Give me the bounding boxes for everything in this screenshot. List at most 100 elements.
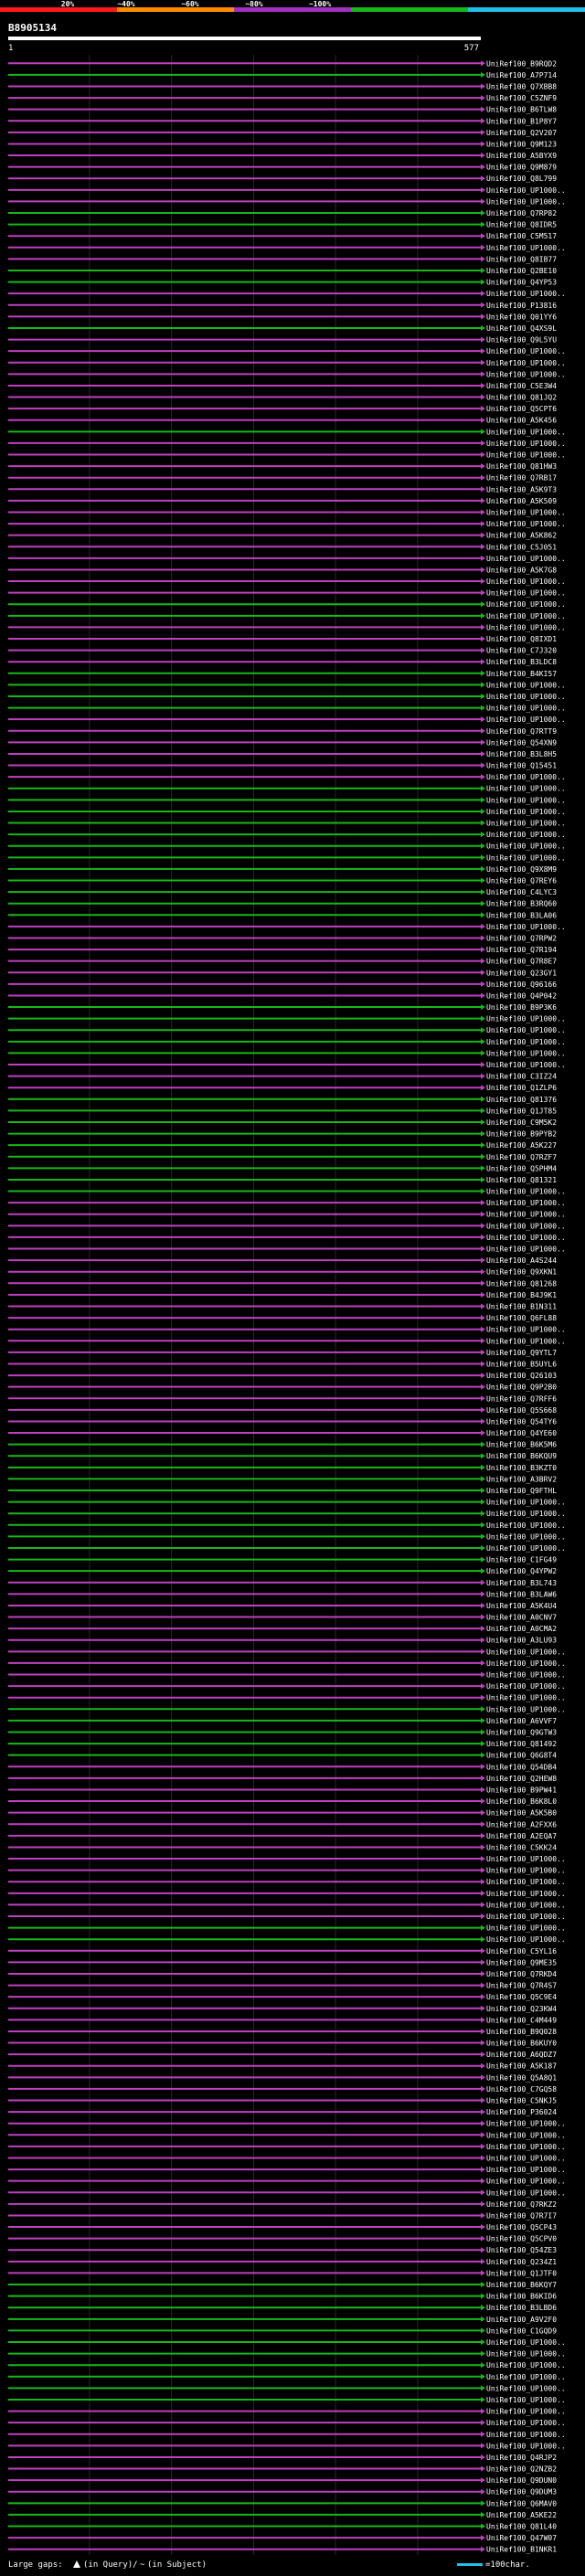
hit-row[interactable]: UniRef100_B3LA06 bbox=[8, 911, 557, 919]
hit-label[interactable]: UniRef100_UP1000.. bbox=[486, 2189, 566, 2197]
hit-row[interactable]: UniRef100_Q9M879 bbox=[8, 164, 557, 172]
hit-row[interactable]: UniRef100_Q23KW4 bbox=[8, 2005, 557, 2013]
hit-row[interactable]: UniRef100_UP1000.. bbox=[8, 2373, 566, 2381]
hit-label[interactable]: UniRef100_A2FXX6 bbox=[486, 1820, 557, 1829]
hit-row[interactable]: UniRef100_UP1000.. bbox=[8, 1544, 566, 1553]
hit-label[interactable]: UniRef100_B9PYB2 bbox=[486, 1130, 557, 1139]
hit-row[interactable]: UniRef100_UP1000.. bbox=[8, 428, 566, 436]
hit-label[interactable]: UniRef100_UP1000.. bbox=[486, 359, 566, 367]
hit-label[interactable]: UniRef100_Q7R7I7 bbox=[486, 2211, 557, 2220]
hit-row[interactable]: UniRef100_UP1000.. bbox=[8, 1326, 566, 1334]
hit-label[interactable]: UniRef100_UP1000.. bbox=[486, 428, 566, 436]
hit-label[interactable]: UniRef100_Q4P042 bbox=[486, 991, 557, 1000]
hit-row[interactable]: UniRef100_Q81HW3 bbox=[8, 462, 557, 471]
hit-label[interactable]: UniRef100_A3BRV2 bbox=[486, 1475, 557, 1483]
hit-row[interactable]: UniRef100_UP1000.. bbox=[8, 1337, 566, 1345]
hit-label[interactable]: UniRef100_Q7R8E7 bbox=[486, 958, 557, 966]
hit-label[interactable]: UniRef100_C5NKJ5 bbox=[486, 2097, 557, 2105]
hit-row[interactable]: UniRef100_B6K5M6 bbox=[8, 1441, 557, 1449]
hit-row[interactable]: UniRef100_A2FXX6 bbox=[8, 1820, 557, 1829]
hit-row[interactable]: UniRef100_UP1000.. bbox=[8, 853, 566, 862]
hit-label[interactable]: UniRef100_UP1000.. bbox=[486, 831, 566, 839]
hit-row[interactable]: UniRef100_P13816 bbox=[8, 302, 557, 310]
hit-label[interactable]: UniRef100_B3KZT0 bbox=[486, 1464, 557, 1472]
hit-row[interactable]: UniRef100_UP1000.. bbox=[8, 1878, 566, 1886]
hit-label[interactable]: UniRef100_Q6MAV0 bbox=[486, 2499, 557, 2507]
hit-label[interactable]: UniRef100_C5ZNF9 bbox=[486, 94, 557, 102]
hit-label[interactable]: UniRef100_P36024 bbox=[486, 2108, 557, 2116]
hit-row[interactable]: UniRef100_B4J9K1 bbox=[8, 1291, 557, 1299]
hit-label[interactable]: UniRef100_Q23GY1 bbox=[486, 969, 557, 977]
hit-row[interactable]: UniRef100_Q4YP53 bbox=[8, 279, 557, 287]
hit-row[interactable]: UniRef100_B1P8Y7 bbox=[8, 117, 557, 125]
hit-row[interactable]: UniRef100_A6VVF7 bbox=[8, 1717, 557, 1725]
hit-label[interactable]: UniRef100_UP1000.. bbox=[486, 1234, 566, 1242]
hit-label[interactable]: UniRef100_UP1000.. bbox=[486, 612, 566, 620]
hit-label[interactable]: UniRef100_C5E3W4 bbox=[486, 382, 557, 390]
hit-row[interactable]: UniRef100_UP1000.. bbox=[8, 1222, 566, 1230]
hit-row[interactable]: UniRef100_B6K8L0 bbox=[8, 1797, 557, 1806]
hit-row[interactable]: UniRef100_B9PW41 bbox=[8, 1786, 557, 1794]
hit-label[interactable]: UniRef100_A5K7G8 bbox=[486, 566, 557, 574]
hit-label[interactable]: UniRef100_B3LAW6 bbox=[486, 1590, 557, 1598]
hit-label[interactable]: UniRef100_Q81L40 bbox=[486, 2523, 557, 2531]
hit-row[interactable]: UniRef100_UP1000.. bbox=[8, 1510, 566, 1518]
hit-label[interactable]: UniRef100_UP1000.. bbox=[486, 2408, 566, 2416]
hit-label[interactable]: UniRef100_Q9X8M9 bbox=[486, 865, 557, 874]
hit-label[interactable]: UniRef100_UP1000.. bbox=[486, 808, 566, 816]
hit-row[interactable]: UniRef100_UP1000.. bbox=[8, 1499, 566, 1507]
hit-label[interactable]: UniRef100_A5KE22 bbox=[486, 2511, 557, 2519]
hit-row[interactable]: UniRef100_B6TLW8 bbox=[8, 106, 557, 114]
hit-label[interactable]: UniRef100_Q1ZLP6 bbox=[486, 1084, 557, 1092]
hit-row[interactable]: UniRef100_P36024 bbox=[8, 2108, 557, 2116]
hit-label[interactable]: UniRef100_Q47W07 bbox=[486, 2534, 557, 2542]
hit-label[interactable]: UniRef100_UP1000.. bbox=[486, 1510, 566, 1518]
hit-row[interactable]: UniRef100_UP1000.. bbox=[8, 1038, 566, 1046]
hit-label[interactable]: UniRef100_UP1000.. bbox=[486, 244, 566, 252]
hit-row[interactable]: UniRef100_C7GQ58 bbox=[8, 2085, 557, 2094]
hit-label[interactable]: UniRef100_C4M449 bbox=[486, 2016, 557, 2024]
hit-label[interactable]: UniRef100_Q8L799 bbox=[486, 175, 557, 183]
hit-row[interactable]: UniRef100_UP1000.. bbox=[8, 520, 566, 528]
hit-row[interactable]: UniRef100_Q23GY1 bbox=[8, 969, 557, 977]
hit-row[interactable]: UniRef100_A0CNV7 bbox=[8, 1614, 557, 1622]
hit-label[interactable]: UniRef100_Q4XS9L bbox=[486, 324, 557, 333]
hit-row[interactable]: UniRef100_Q6MAV0 bbox=[8, 2499, 557, 2507]
hit-label[interactable]: UniRef100_A2EQA7 bbox=[486, 1832, 557, 1840]
hit-label[interactable]: UniRef100_UP1000.. bbox=[486, 451, 566, 460]
hit-row[interactable]: UniRef100_Q7RZF7 bbox=[8, 1153, 557, 1161]
hit-row[interactable]: UniRef100_A5K4U4 bbox=[8, 1602, 557, 1610]
hit-row[interactable]: UniRef100_Q9FTHL bbox=[8, 1487, 557, 1495]
hit-label[interactable]: UniRef100_UP1000.. bbox=[486, 785, 566, 793]
hit-row[interactable]: UniRef100_Q7RFF6 bbox=[8, 1394, 557, 1403]
hit-label[interactable]: UniRef100_B4KI57 bbox=[486, 670, 557, 678]
hit-row[interactable]: UniRef100_B3RQ60 bbox=[8, 900, 557, 908]
hit-label[interactable]: UniRef100_UP1000.. bbox=[486, 2361, 566, 2369]
hit-row[interactable]: UniRef100_B3LAW6 bbox=[8, 1590, 557, 1598]
hit-row[interactable]: UniRef100_UP1000.. bbox=[8, 1211, 566, 1219]
hit-label[interactable]: UniRef100_Q7RPW2 bbox=[486, 934, 557, 942]
hit-label[interactable]: UniRef100_Q81JQ2 bbox=[486, 394, 557, 402]
hit-row[interactable]: UniRef100_UP1000.. bbox=[8, 681, 566, 689]
hit-row[interactable]: UniRef100_UP1000.. bbox=[8, 1521, 566, 1530]
hit-row[interactable]: UniRef100_Q2V207 bbox=[8, 129, 557, 137]
hit-label[interactable]: UniRef100_B4J9K1 bbox=[486, 1291, 557, 1299]
hit-label[interactable]: UniRef100_UP1000.. bbox=[486, 1211, 566, 1219]
hit-label[interactable]: UniRef100_UP1000.. bbox=[486, 1682, 566, 1691]
hit-label[interactable]: UniRef100_Q1JTF0 bbox=[486, 2269, 557, 2277]
hit-label[interactable]: UniRef100_A5BYX9 bbox=[486, 152, 557, 160]
hit-row[interactable]: UniRef100_Q9M123 bbox=[8, 140, 557, 148]
hit-row[interactable]: UniRef100_Q7R7I7 bbox=[8, 2211, 557, 2220]
hit-row[interactable]: UniRef100_B6KUY0 bbox=[8, 2040, 557, 2048]
hit-row[interactable]: UniRef100_Q4RJP2 bbox=[8, 2454, 557, 2462]
hit-label[interactable]: UniRef100_C5J051 bbox=[486, 543, 557, 551]
hit-label[interactable]: UniRef100_A5K509 bbox=[486, 497, 557, 505]
hit-row[interactable]: UniRef100_UP1000.. bbox=[8, 612, 566, 620]
hit-label[interactable]: UniRef100_A6QDZ7 bbox=[486, 2051, 557, 2059]
hit-label[interactable]: UniRef100_Q7RP82 bbox=[486, 209, 557, 217]
hit-label[interactable]: UniRef100_B9PW41 bbox=[486, 1786, 557, 1794]
hit-label[interactable]: UniRef100_UP1000.. bbox=[486, 508, 566, 516]
hit-row[interactable]: UniRef100_Q9X8M9 bbox=[8, 865, 557, 874]
hit-row[interactable]: UniRef100_UP1000.. bbox=[8, 1855, 566, 1863]
hit-label[interactable]: UniRef100_Q01YY6 bbox=[486, 313, 557, 321]
